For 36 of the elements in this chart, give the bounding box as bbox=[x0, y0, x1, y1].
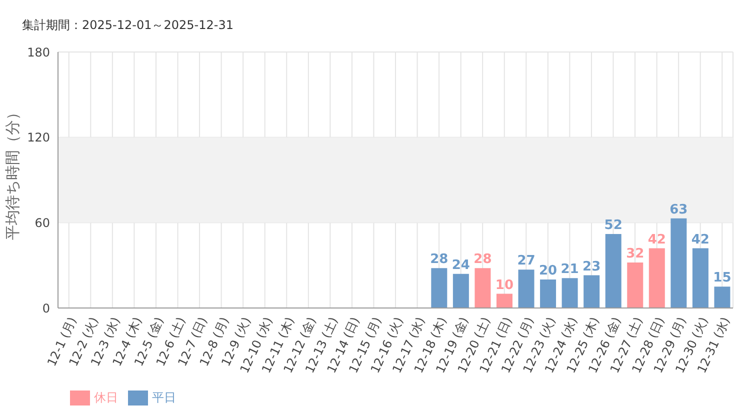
bar bbox=[670, 218, 687, 308]
data-label: 42 bbox=[691, 232, 710, 248]
data-label: 10 bbox=[495, 278, 514, 293]
data-label: 23 bbox=[582, 259, 601, 274]
data-label: 63 bbox=[670, 202, 688, 218]
y-tick-label: 0 bbox=[42, 301, 50, 316]
data-label: 21 bbox=[560, 262, 579, 278]
bar bbox=[627, 262, 644, 308]
y-tick-label: 180 bbox=[27, 45, 50, 60]
bar bbox=[648, 248, 665, 308]
y-tick-label: 60 bbox=[34, 216, 50, 230]
bar bbox=[518, 270, 534, 308]
bar bbox=[692, 248, 708, 308]
bar bbox=[584, 275, 600, 308]
legend-label: 平日 bbox=[152, 390, 176, 404]
bar bbox=[714, 286, 730, 308]
legend-label: 休日 bbox=[94, 390, 118, 404]
data-label: 52 bbox=[604, 218, 622, 234]
data-label: 24 bbox=[452, 258, 470, 273]
chart-title: 集計期間：2025-12-01～2025-12-31 bbox=[22, 17, 234, 34]
bar bbox=[605, 234, 622, 308]
data-label: 15 bbox=[713, 270, 732, 286]
data-label: 28 bbox=[430, 252, 448, 268]
bar bbox=[452, 274, 469, 308]
data-label: 28 bbox=[474, 252, 492, 268]
data-label: 32 bbox=[626, 246, 644, 262]
y-tick-label: 120 bbox=[27, 130, 50, 145]
bar bbox=[474, 268, 491, 308]
bar bbox=[496, 294, 512, 308]
bar bbox=[431, 268, 448, 308]
data-label: 42 bbox=[648, 232, 666, 248]
bar bbox=[562, 278, 578, 308]
data-label: 27 bbox=[517, 254, 536, 269]
bar bbox=[540, 280, 556, 308]
y-axis-title: 平均待ち時間（分） bbox=[3, 105, 22, 240]
data-label: 20 bbox=[538, 264, 558, 279]
